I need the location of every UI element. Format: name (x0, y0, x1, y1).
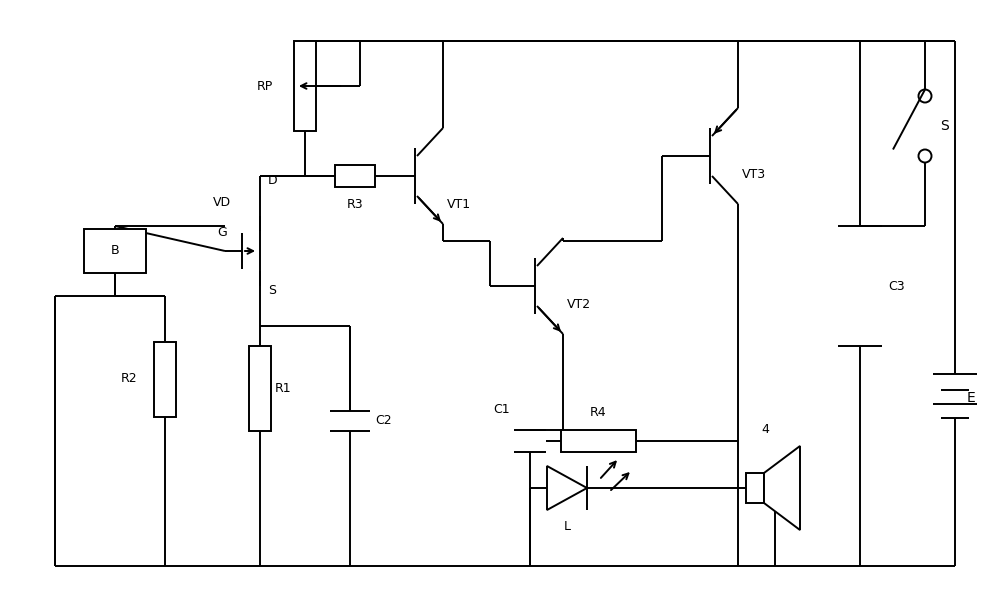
Text: 4: 4 (761, 423, 769, 436)
Bar (746, 473, 764, 503)
Text: VD: VD (213, 196, 231, 209)
Text: S: S (268, 284, 276, 298)
Text: VT2: VT2 (567, 298, 591, 310)
Text: R2: R2 (120, 373, 137, 385)
Bar (294, 41, 316, 131)
Bar (154, 342, 176, 416)
Text: C1: C1 (494, 403, 510, 416)
Text: R1: R1 (275, 382, 292, 395)
Bar (84, 229, 146, 273)
Text: E: E (967, 391, 976, 405)
Text: R3: R3 (347, 198, 363, 211)
Text: RP: RP (257, 79, 273, 93)
Bar (249, 346, 271, 431)
Bar (335, 165, 375, 187)
Text: D: D (268, 175, 278, 187)
Text: VT3: VT3 (742, 167, 766, 181)
Text: VT1: VT1 (447, 198, 471, 210)
Text: L: L (564, 520, 570, 533)
Text: C3: C3 (888, 279, 905, 293)
Bar (561, 430, 636, 452)
Polygon shape (547, 466, 587, 510)
Text: C2: C2 (375, 415, 392, 427)
Text: G: G (217, 226, 227, 239)
Text: S: S (940, 119, 949, 133)
Polygon shape (764, 446, 800, 530)
Text: B: B (111, 244, 119, 258)
Text: R4: R4 (590, 406, 607, 419)
